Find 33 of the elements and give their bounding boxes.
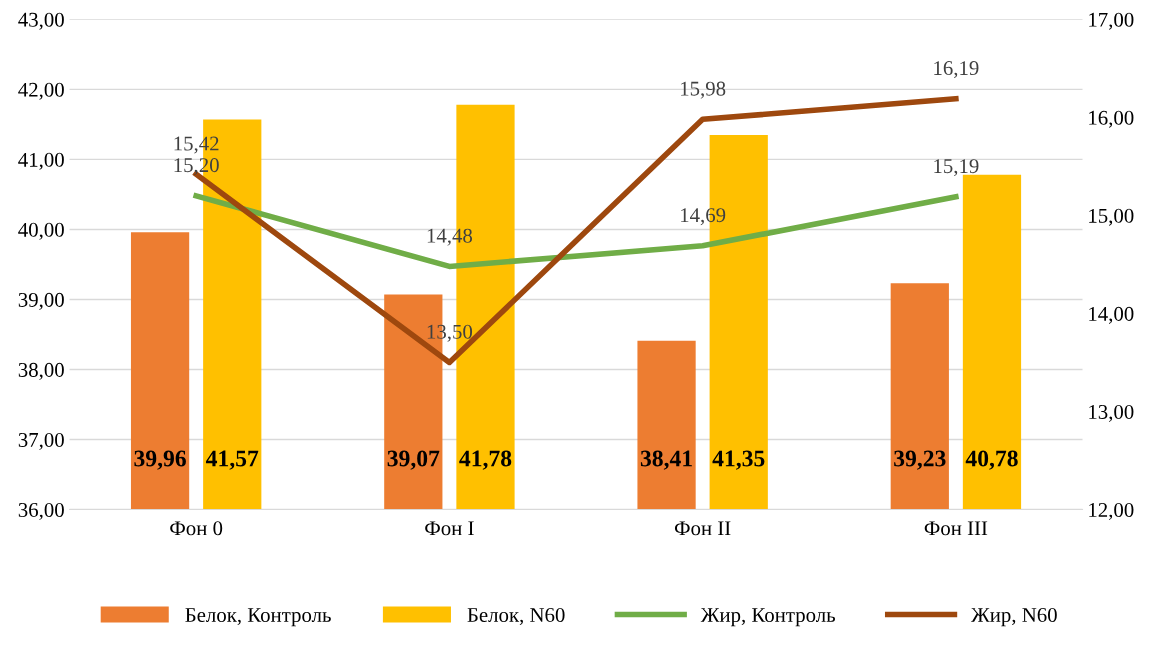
data-label: 39,23 [894,450,946,470]
x-tick-label: Фон I [425,521,474,536]
y-tick-label: 37,00 [18,432,64,450]
data-label: 39,96 [134,450,186,470]
y2-tick-label: 14,00 [1089,306,1134,324]
data-label: 41,35 [712,450,765,470]
y2-tick-label: 17,00 [1089,12,1134,30]
y-tick-label: 43,00 [18,12,64,30]
y-tick-label: 36,00 [18,502,64,520]
y-tick-label: 40,00 [18,222,64,240]
y-tick-label: 39,00 [18,292,64,310]
legend-label: Белок, Контроль [185,608,331,627]
x-tick-label: Фон III [924,521,988,536]
y2-tick-label: 16,00 [1089,110,1134,128]
data-label: 38,41 [640,450,692,470]
y-tick-label: 42,00 [18,82,64,100]
y-tick-label: 38,00 [18,362,64,380]
data-label: 41,57 [206,450,259,470]
y2-tick-label: 15,00 [1089,208,1134,226]
legend-label: Жир, N60 [971,607,1057,627]
y-tick-label: 41,00 [18,152,64,170]
data-label: 16,19 [934,61,979,79]
legend-label: Жир, Контроль [700,608,836,627]
data-label: 39,07 [387,450,440,470]
data-label: 40,78 [965,450,1018,470]
y2-tick-label: 12,00 [1089,502,1134,520]
legend-label: Белок, N60 [467,607,565,626]
y2-tick-label: 13,00 [1089,404,1134,422]
data-label: 15,19 [934,159,979,177]
data-label: 15,98 [681,81,726,99]
data-label: 41,78 [459,450,512,470]
x-tick-label: Фон II [674,521,731,536]
x-tick-label: Фон 0 [170,521,223,536]
